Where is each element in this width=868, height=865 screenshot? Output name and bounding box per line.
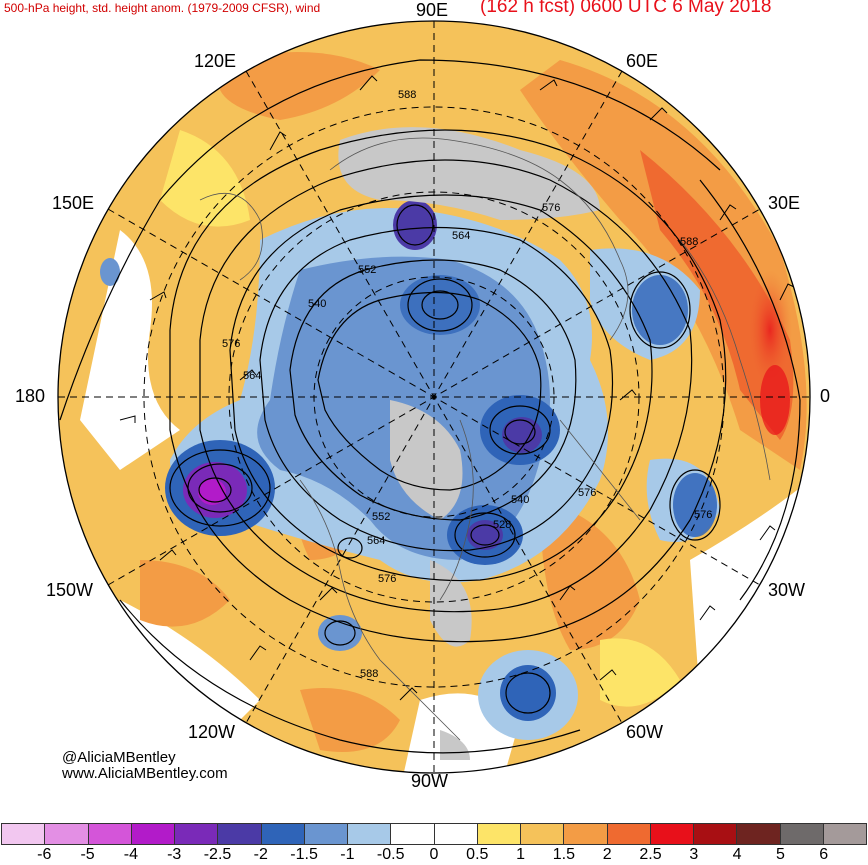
colorbar-label: -1.5 [290,846,318,863]
colorbar-label: -0.5 [376,846,405,863]
anomaly-positive-core [760,365,790,435]
colorbar-label: 0.5 [466,846,489,863]
colorbar-segment [174,823,219,845]
credit-handle: @AliciaMBentley [62,749,176,766]
colorbar-segment [520,823,565,845]
anomaly-positive-area [540,500,640,650]
anomaly-negative-core [198,479,226,505]
colorbar-segment [779,823,824,845]
height-label: 588 [398,89,416,101]
colorbar-label: -3 [167,846,182,863]
height-label: 576 [542,202,560,214]
lon-label-30w: 30W [768,580,806,600]
below-terrain-area [338,127,600,220]
colorbar-label: -1 [340,846,355,863]
colorbar-segment [476,823,521,845]
colorbar-label: 2 [602,846,612,863]
anomaly-neutral-area [80,230,180,470]
colorbar-segment [44,823,89,845]
wind-barbs [119,75,795,701]
lon-label-120e: 120E [194,51,237,71]
colorbar-segment [736,823,781,845]
colorbar-label: 0 [429,846,439,863]
colorbar-label: 6 [819,846,829,863]
map-title-left: 500-hPa height, std. height anom. (1979-… [4,1,321,15]
anomaly-negative-core [673,473,717,537]
height-label: 564 [243,370,261,382]
lon-label-180: 180 [15,386,46,406]
colorbar-segment [217,823,262,845]
map-title-right: (162 h fcst) 0600 UTC 6 May 2018 [480,0,772,17]
colorbar-segment [563,823,608,845]
lon-label-0: 0 [820,386,831,406]
lon-label-150w: 150W [46,580,94,600]
colorbar-label: -2 [253,846,268,863]
height-label: 576 [222,338,240,350]
colorbar-label: -2.5 [203,846,232,863]
anomaly-positive-area [600,638,680,707]
lon-label-150e: 150E [52,193,95,213]
colorbar-segment [303,823,348,845]
map-boundary [57,20,811,774]
anomaly-negative-area [100,258,120,286]
colorbar-segment [347,823,392,845]
colorbar-label: 2.5 [639,846,662,863]
height-label: 540 [511,494,529,506]
height-contours [59,59,801,754]
anomaly-positive-area [220,52,380,120]
anomaly-negative-core [393,200,437,250]
colorbar [1,823,867,845]
colorbar-label: -5 [80,846,95,863]
colorbar-label: 3 [689,846,699,863]
height-label: 552 [372,511,390,523]
lon-label-90w: 90W [411,771,449,791]
lon-label-60w: 60W [626,722,664,742]
colorbar-labels: -6 -5 -4 -3 -2.5 -2 -1.5 -1 -0.5 0 0.5 1 1.5 2 2.5 3 4 5 6 [0,846,868,865]
height-label: 564 [452,230,470,242]
height-label: 576 [694,509,712,521]
colorbar-segment [130,823,175,845]
height-label: 528 [493,519,511,531]
colorbar-segment [390,823,435,845]
anomaly-negative-core [502,417,542,453]
anomaly-positive-core [748,270,792,390]
below-terrain-area [430,560,472,647]
polar-map: 588 576 564 552 540 576 564 588 576 552 … [57,20,811,774]
colorbar-segment [433,823,478,845]
colorbar-label: 1 [516,846,526,863]
anomaly-positive-area [140,560,230,627]
colorbar-label: -6 [37,846,52,863]
colorbar-label: 1.5 [552,846,576,863]
anomaly-negative-area [318,615,362,651]
height-label: 588 [680,236,698,248]
lon-label-120w: 120W [188,722,236,742]
anomaly-negative-core [632,275,688,345]
height-label: 564 [367,535,385,547]
coastlines [199,137,771,741]
height-label: 552 [358,264,376,276]
credit-website: www.AliciaMBentley.com [62,765,228,782]
lon-label-90e: 90E [416,0,449,20]
colorbar-segment [1,823,46,845]
colorbar-segment [649,823,694,845]
height-label: 588 [360,668,378,680]
colorbar-label: -4 [123,846,139,863]
colorbar-segment [822,823,867,845]
colorbar-label: 5 [775,846,785,863]
height-label: 540 [308,298,326,310]
height-label: 576 [378,573,396,585]
anomaly-positive-area [160,130,250,227]
colorbar-segment [693,823,738,845]
colorbar-label: 4 [732,846,742,863]
colorbar-segment [260,823,305,845]
colorbar-segment [87,823,132,845]
height-label: 576 [578,487,596,499]
anomaly-negative-core [400,275,480,335]
colorbar-segment [606,823,651,845]
anomaly-negative-core [500,665,556,721]
lon-label-30e: 30E [768,193,801,213]
lon-label-60e: 60E [626,51,659,71]
